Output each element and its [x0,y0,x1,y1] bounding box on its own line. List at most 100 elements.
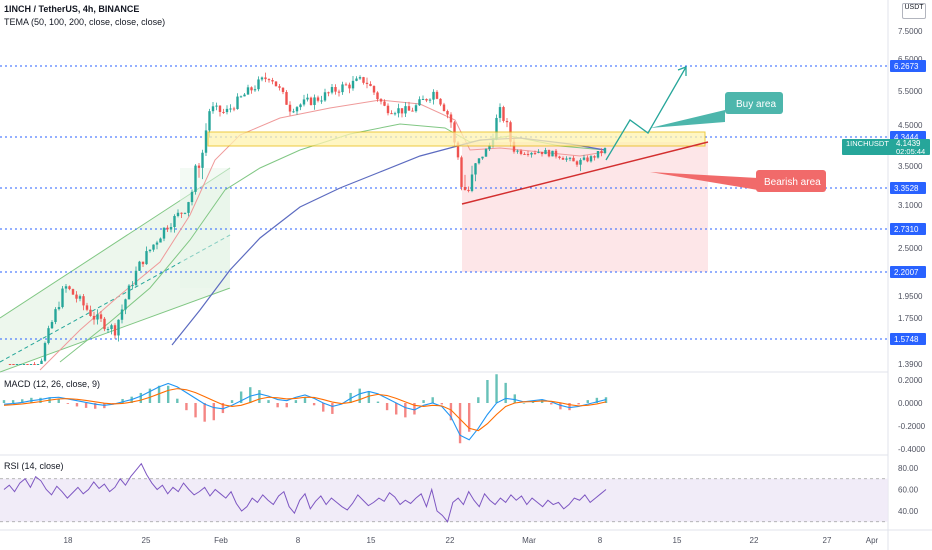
price-axis[interactable]: 7.5000 6.5000 5.5000 4.5000 3.5000 3.1000 2.50… [898,27,923,369]
candle-body [523,153,526,155]
candle-body [547,150,551,157]
signal-line [3,388,607,432]
candle-body [173,215,176,227]
macd-histogram-bar [449,403,453,421]
candle-body [75,294,78,299]
bearish-zone-fill [462,142,708,272]
macd-histogram-bar [467,403,471,432]
macd-histogram-bar [595,397,599,403]
level-tag [890,182,926,194]
macd-histogram-bar [358,388,361,403]
macd-histogram-bar [194,403,197,418]
time-tick: 22 [750,536,759,545]
time-tick: 25 [142,536,151,545]
candle-body [470,174,474,191]
currency-badge[interactable]: USDT [902,3,926,19]
candle-body [558,156,561,158]
macd-histogram-bar [322,403,325,412]
candle-body [215,105,218,107]
candle-body [131,285,134,287]
time-axis[interactable]: 18 25 Feb 8 15 22 Mar 8 15 22 27 Apr [64,536,879,545]
candle-body [404,106,407,114]
macd-histogram-bar [84,403,88,408]
candle-body [159,238,162,243]
macd-histogram-bar [513,394,516,403]
macd-histogram-bar [458,403,462,444]
level-tag-text: 6.2673 [894,62,919,71]
macd-axis: 0.2000 0.0000 -0.2000 -0.4000 [898,376,926,454]
bearish-callout-pointer [650,172,758,190]
current-price-symbol: 1INCHUSDT [846,139,889,148]
candle-body [467,189,470,191]
candle-body [302,99,306,105]
macd-histogram-bar [285,403,288,408]
candle-body [568,157,572,159]
candle-body [8,364,12,365]
macd-histogram-bar [185,403,188,411]
current-price-countdown: 02:05:44 [896,147,925,156]
candle-body [306,97,309,100]
candle-body [502,107,505,121]
price-tick: 1.9500 [898,292,923,301]
candle-body [124,299,127,310]
tema-legend[interactable]: TEMA (50, 100, 200, close, close, close) [4,17,166,27]
macd-histogram-bar [331,403,334,414]
candle-body [362,77,365,83]
macd-histogram-bar [176,398,179,403]
ascending-channel [0,167,231,373]
candle-body [120,309,124,320]
level-tag-text: 4.3444 [894,133,919,142]
price-tick: 1.3900 [898,360,923,369]
candle-body [544,150,547,155]
macd-histogram-bar [422,400,425,403]
candle-body [106,329,110,331]
candle-body [572,157,575,162]
macd-histogram-bar [385,403,389,411]
candle-body [589,156,593,162]
candle-body [267,79,271,81]
candle-body [516,150,519,152]
symbol-title[interactable]: 1INCH / TetherUS, 4h, BINANCE [4,4,140,14]
macd-pane: MACD (12, 26, close, 9) [2,374,608,444]
candle-body [162,227,166,239]
candle-body [110,325,113,330]
candle-body [460,157,463,187]
bearish-callout-box [756,170,826,192]
resistance-zone [207,131,706,147]
candle-body [113,325,117,336]
macd-histogram-bar [258,390,261,403]
macd-histogram-bar [486,380,489,403]
candle-body [369,83,372,87]
rsi-axis: 80.00 60.00 40.00 [898,464,919,516]
macd-histogram-bar [568,403,571,411]
candle-body [341,84,344,93]
candle-body [593,156,596,158]
candle-body [281,87,285,93]
candle-body [47,328,50,344]
candle-body [334,87,337,92]
candle-body [358,77,362,79]
candle-body [71,289,75,295]
macd-histogram-bar [2,400,6,403]
candle-body [61,288,64,308]
candle-body [288,104,292,112]
candle-body [271,80,274,82]
candle-body [463,186,467,190]
candle-body [127,285,131,300]
candle-body [176,212,180,216]
macd-histogram-bar [522,403,526,404]
candle-body [232,108,236,110]
macd-histogram-bar [94,403,97,409]
candle-body [222,111,225,113]
macd-histogram-bar [440,403,444,405]
candle-body [166,227,169,230]
candle-body [330,87,334,93]
candle-body [274,81,278,87]
macd-histogram-bar [294,400,298,403]
candle-body [414,105,418,112]
candle-body [407,106,411,111]
price-tick: 5.5000 [898,87,923,96]
time-tick: 8 [296,536,301,545]
candle-body [561,157,565,160]
